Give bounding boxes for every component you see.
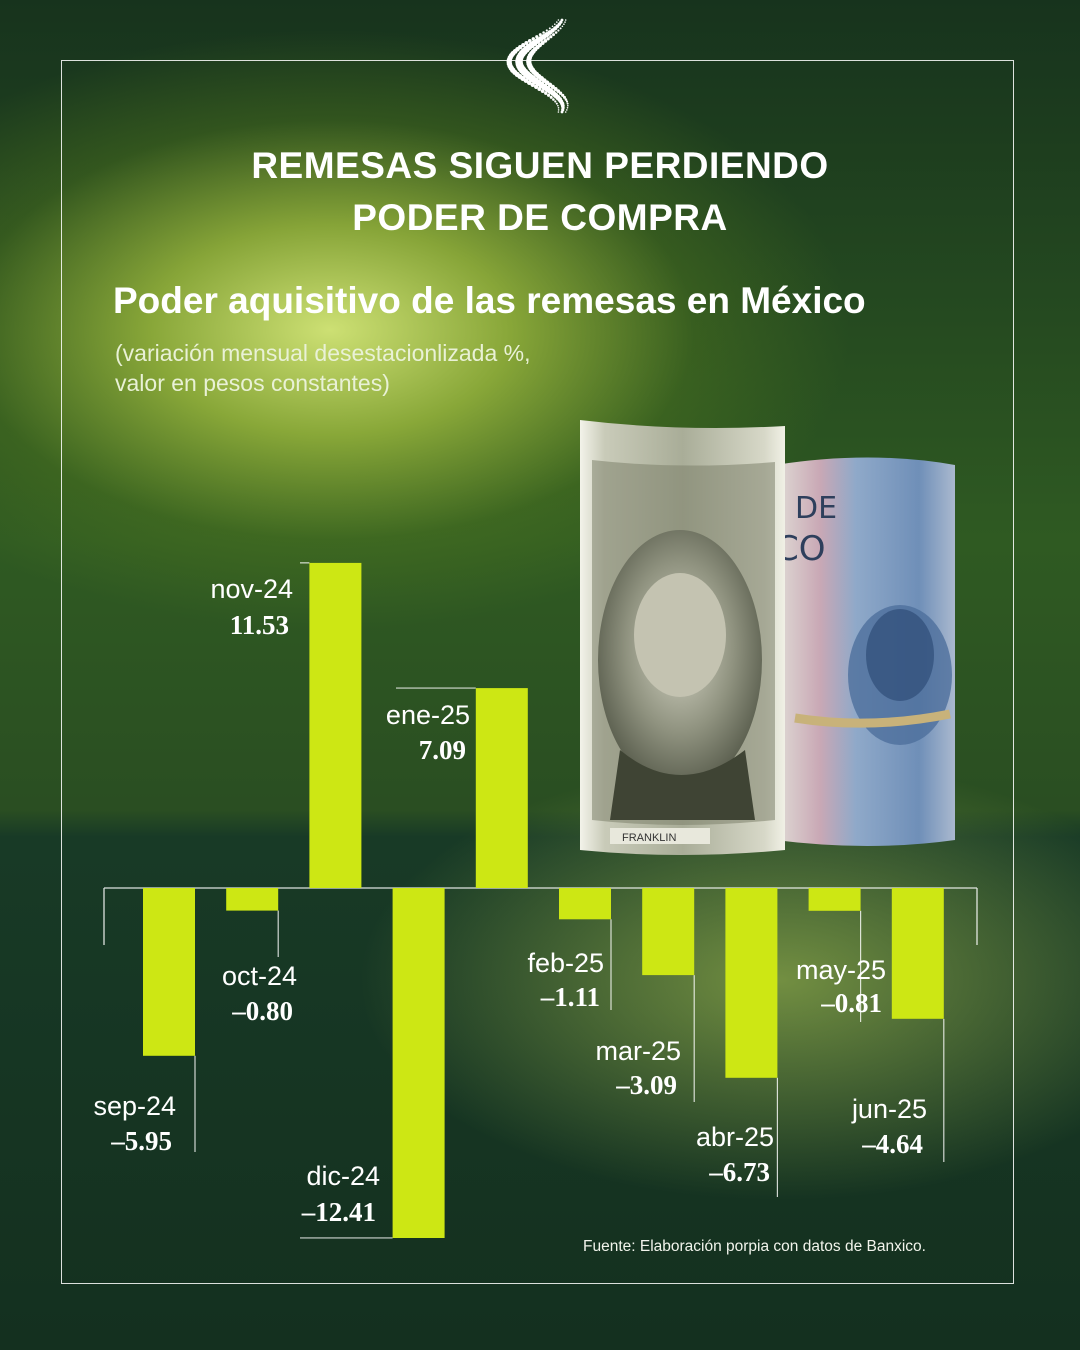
- value-label: 7.09: [419, 735, 466, 765]
- logo-dot: [531, 37, 535, 41]
- logo-dot: [545, 29, 548, 32]
- logo-dot: [551, 25, 554, 28]
- category-label: sep-24: [93, 1091, 176, 1121]
- category-label: jun-25: [851, 1094, 927, 1124]
- logo-dot: [565, 100, 569, 103]
- border-frame: [61, 60, 1014, 1284]
- logo-dot: [524, 41, 529, 45]
- value-label: –4.64: [861, 1129, 923, 1159]
- logo-dot: [553, 87, 558, 91]
- logo-dot: [530, 82, 535, 88]
- category-label: feb-25: [527, 948, 604, 978]
- logo-dot: [561, 93, 565, 97]
- logo-dot: [566, 102, 569, 105]
- logo-dot: [555, 102, 558, 105]
- logo-dot: [564, 98, 568, 101]
- logo-dot: [552, 98, 555, 101]
- category-label: may-25: [796, 955, 886, 985]
- logo-dot: [563, 95, 566, 99]
- title-line-2: PODER DE COMPRA: [352, 197, 728, 238]
- svg-text:DE: DE: [795, 491, 837, 526]
- page-title: REMESAS SIGUEN PERDIENDO PODER DE COMPRA: [0, 140, 1080, 244]
- value-label: –12.41: [301, 1197, 376, 1227]
- value-label: 11.53: [230, 610, 289, 640]
- bar-sep-24: [143, 888, 195, 1056]
- bar-nov-24: [309, 562, 362, 888]
- source-note: Fuente: Elaboración porpia con datos de …: [583, 1238, 926, 1255]
- logo-dot: [546, 37, 550, 41]
- value-label: –5.95: [110, 1126, 172, 1156]
- logo-dot: [540, 89, 545, 93]
- logo-dot: [542, 31, 545, 34]
- logo-dot: [537, 87, 542, 91]
- dollar-note-label: FRANKLIN: [622, 832, 676, 844]
- logo-dot: [561, 25, 564, 28]
- category-label: oct-24: [222, 961, 297, 991]
- logo-dot: [547, 93, 551, 97]
- category-label: nov-24: [210, 574, 293, 604]
- logo-dot: [527, 39, 532, 43]
- chart-subtitle-line-1: (variación mensual desestacionlizada %,: [115, 340, 531, 366]
- bar-feb-25: [559, 888, 611, 920]
- logo-dot: [557, 107, 560, 109]
- logo-dot: [554, 23, 556, 25]
- logo-dot: [535, 35, 539, 39]
- logo-dot: [558, 91, 563, 95]
- logo-dot: [557, 104, 559, 107]
- logo-dot: [550, 84, 555, 89]
- logo-dot: [549, 35, 553, 39]
- bar-ene-25: [475, 688, 528, 888]
- logo-dot: [557, 109, 560, 111]
- logo-dot: [534, 84, 539, 89]
- logo-dot: [521, 43, 526, 48]
- bar-oct-24: [226, 888, 279, 911]
- logo-dot: [549, 95, 553, 99]
- category-label: dic-24: [306, 1161, 380, 1191]
- value-label: –0.81: [820, 988, 882, 1018]
- category-label: mar-25: [595, 1036, 681, 1066]
- value-label: –3.09: [615, 1070, 677, 1100]
- logo-dot: [538, 33, 542, 37]
- logo-dot: [552, 33, 555, 37]
- logo-dot: [544, 91, 548, 95]
- bar-dic-24: [392, 888, 445, 1238]
- logo-dot: [567, 104, 569, 107]
- chart-title: Poder aquisitivo de las remesas en Méxic…: [113, 280, 866, 321]
- value-label: –6.73: [708, 1157, 770, 1187]
- logo-dot: [566, 107, 569, 109]
- logo-dot: [564, 21, 566, 23]
- bar-jun-25: [891, 888, 944, 1019]
- title-line-1: REMESAS SIGUEN PERDIENDO: [251, 145, 829, 186]
- logo-dot: [564, 111, 567, 113]
- logo-dot: [566, 109, 568, 111]
- logo-dot: [554, 100, 557, 103]
- category-label: abr-25: [696, 1122, 774, 1152]
- bar-mar-25: [642, 888, 695, 976]
- logo-dot: [557, 111, 560, 113]
- logo-dot: [554, 31, 558, 34]
- bar-may-25: [808, 888, 861, 911]
- logo-dot: [563, 23, 565, 25]
- logo-dot: [560, 110, 564, 114]
- logo-dot: [543, 39, 548, 43]
- logo-dot: [564, 19, 567, 21]
- rolled-banknotes-dollar-and-peso-icon: DE CO FRANKLIN: [580, 420, 955, 855]
- dotted-s-logo-icon: [506, 18, 569, 114]
- logo-dot: [559, 27, 562, 30]
- value-label: –1.11: [540, 982, 600, 1012]
- bar-abr-25: [725, 888, 778, 1078]
- category-label: ene-25: [386, 700, 470, 730]
- logo-dot: [548, 27, 551, 30]
- logo-dot: [527, 80, 532, 85]
- logo-dot: [556, 89, 561, 93]
- chart-subtitle-line-2: valor en pesos constantes): [115, 370, 390, 396]
- value-label: –0.80: [231, 996, 293, 1026]
- logo-dot: [557, 19, 560, 21]
- logo-dot: [557, 29, 560, 32]
- logo-dot: [556, 21, 558, 23]
- chart-subtitle: (variación mensual desestacionlizada %, …: [115, 338, 531, 398]
